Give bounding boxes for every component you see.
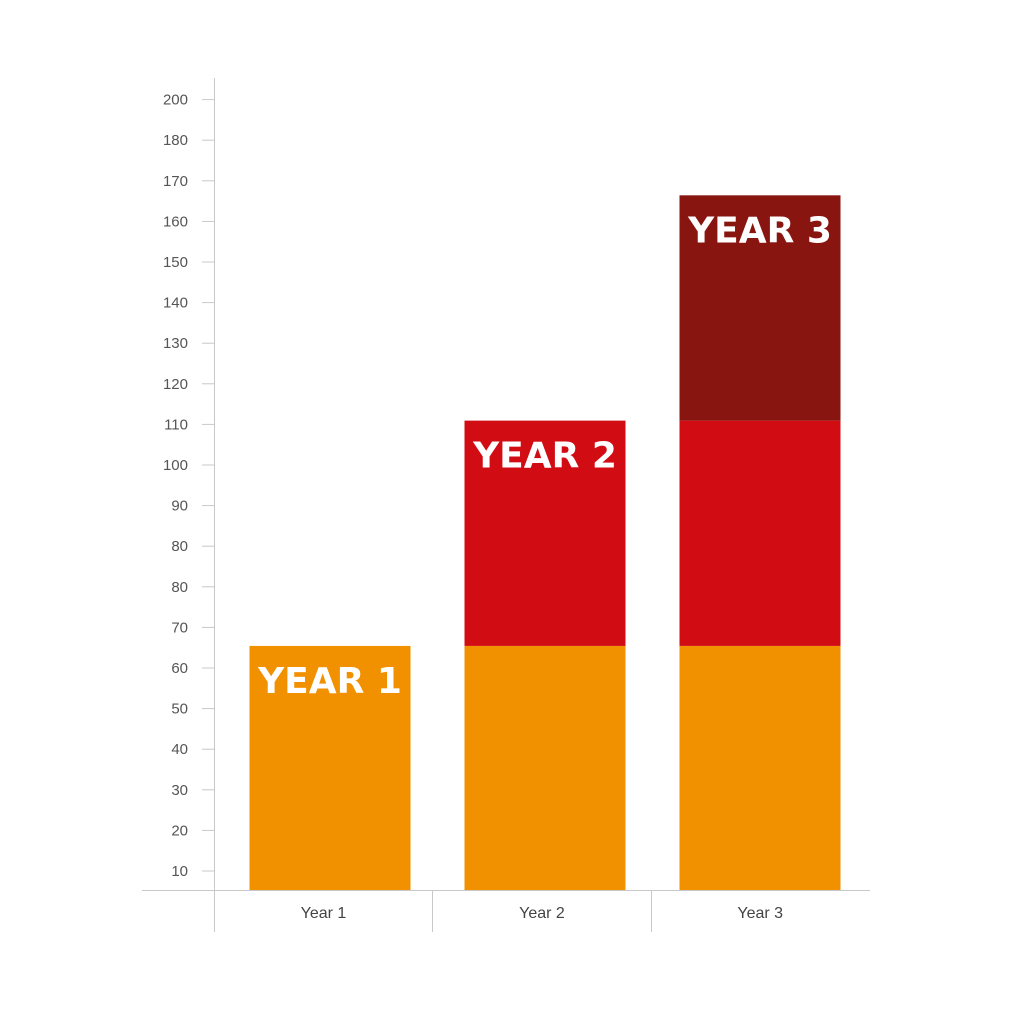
y-tick-label: 100	[163, 457, 188, 474]
segment-labels: YEAR 1 YEAR 2 YEAR 3	[257, 210, 832, 702]
bar-segment	[249, 645, 411, 890]
x-category-label: Year 1	[301, 905, 347, 922]
y-tick-label: 170	[163, 173, 188, 190]
y-tick-label: 80	[171, 538, 188, 555]
y-tick-label: 110	[164, 416, 188, 433]
segment-label: YEAR 2	[472, 436, 617, 477]
y-tick-label: 130	[163, 335, 188, 352]
segment-label: YEAR 3	[687, 210, 832, 251]
bar-segment	[464, 420, 626, 646]
bars	[249, 195, 841, 890]
bar-segment	[679, 195, 841, 421]
y-tick-label: 120	[163, 376, 188, 393]
y-tick-label: 10	[171, 863, 188, 880]
y-tick-label: 200	[163, 92, 188, 109]
y-tick-label: 50	[171, 701, 188, 718]
x-category-label: Year 2	[519, 905, 565, 922]
y-tick-label: 80	[171, 579, 188, 596]
y-axis-ticks: 10 20 30 40 50 60 70 80 80 90 100 110 120 130 140 150 16…	[163, 92, 214, 880]
bar-segment	[679, 420, 841, 646]
y-tick-label: 30	[171, 782, 188, 799]
x-category-label: Year 3	[737, 905, 783, 922]
y-tick-label: 70	[171, 619, 188, 636]
y-tick-label: 180	[163, 132, 188, 149]
y-tick-label: 60	[171, 660, 188, 677]
segment-label: YEAR 1	[257, 661, 402, 702]
y-tick-label: 40	[171, 741, 188, 758]
y-tick-label: 20	[171, 822, 188, 839]
y-tick-label: 90	[171, 498, 188, 515]
bar-segment	[679, 645, 841, 890]
y-tick-label: 160	[163, 213, 188, 230]
y-tick-label: 150	[163, 254, 188, 271]
x-axis-categories: Year 1 Year 2 Year 3	[301, 890, 783, 932]
y-tick-label: 140	[163, 295, 188, 312]
bar-segment	[464, 645, 626, 890]
axes	[142, 78, 870, 932]
